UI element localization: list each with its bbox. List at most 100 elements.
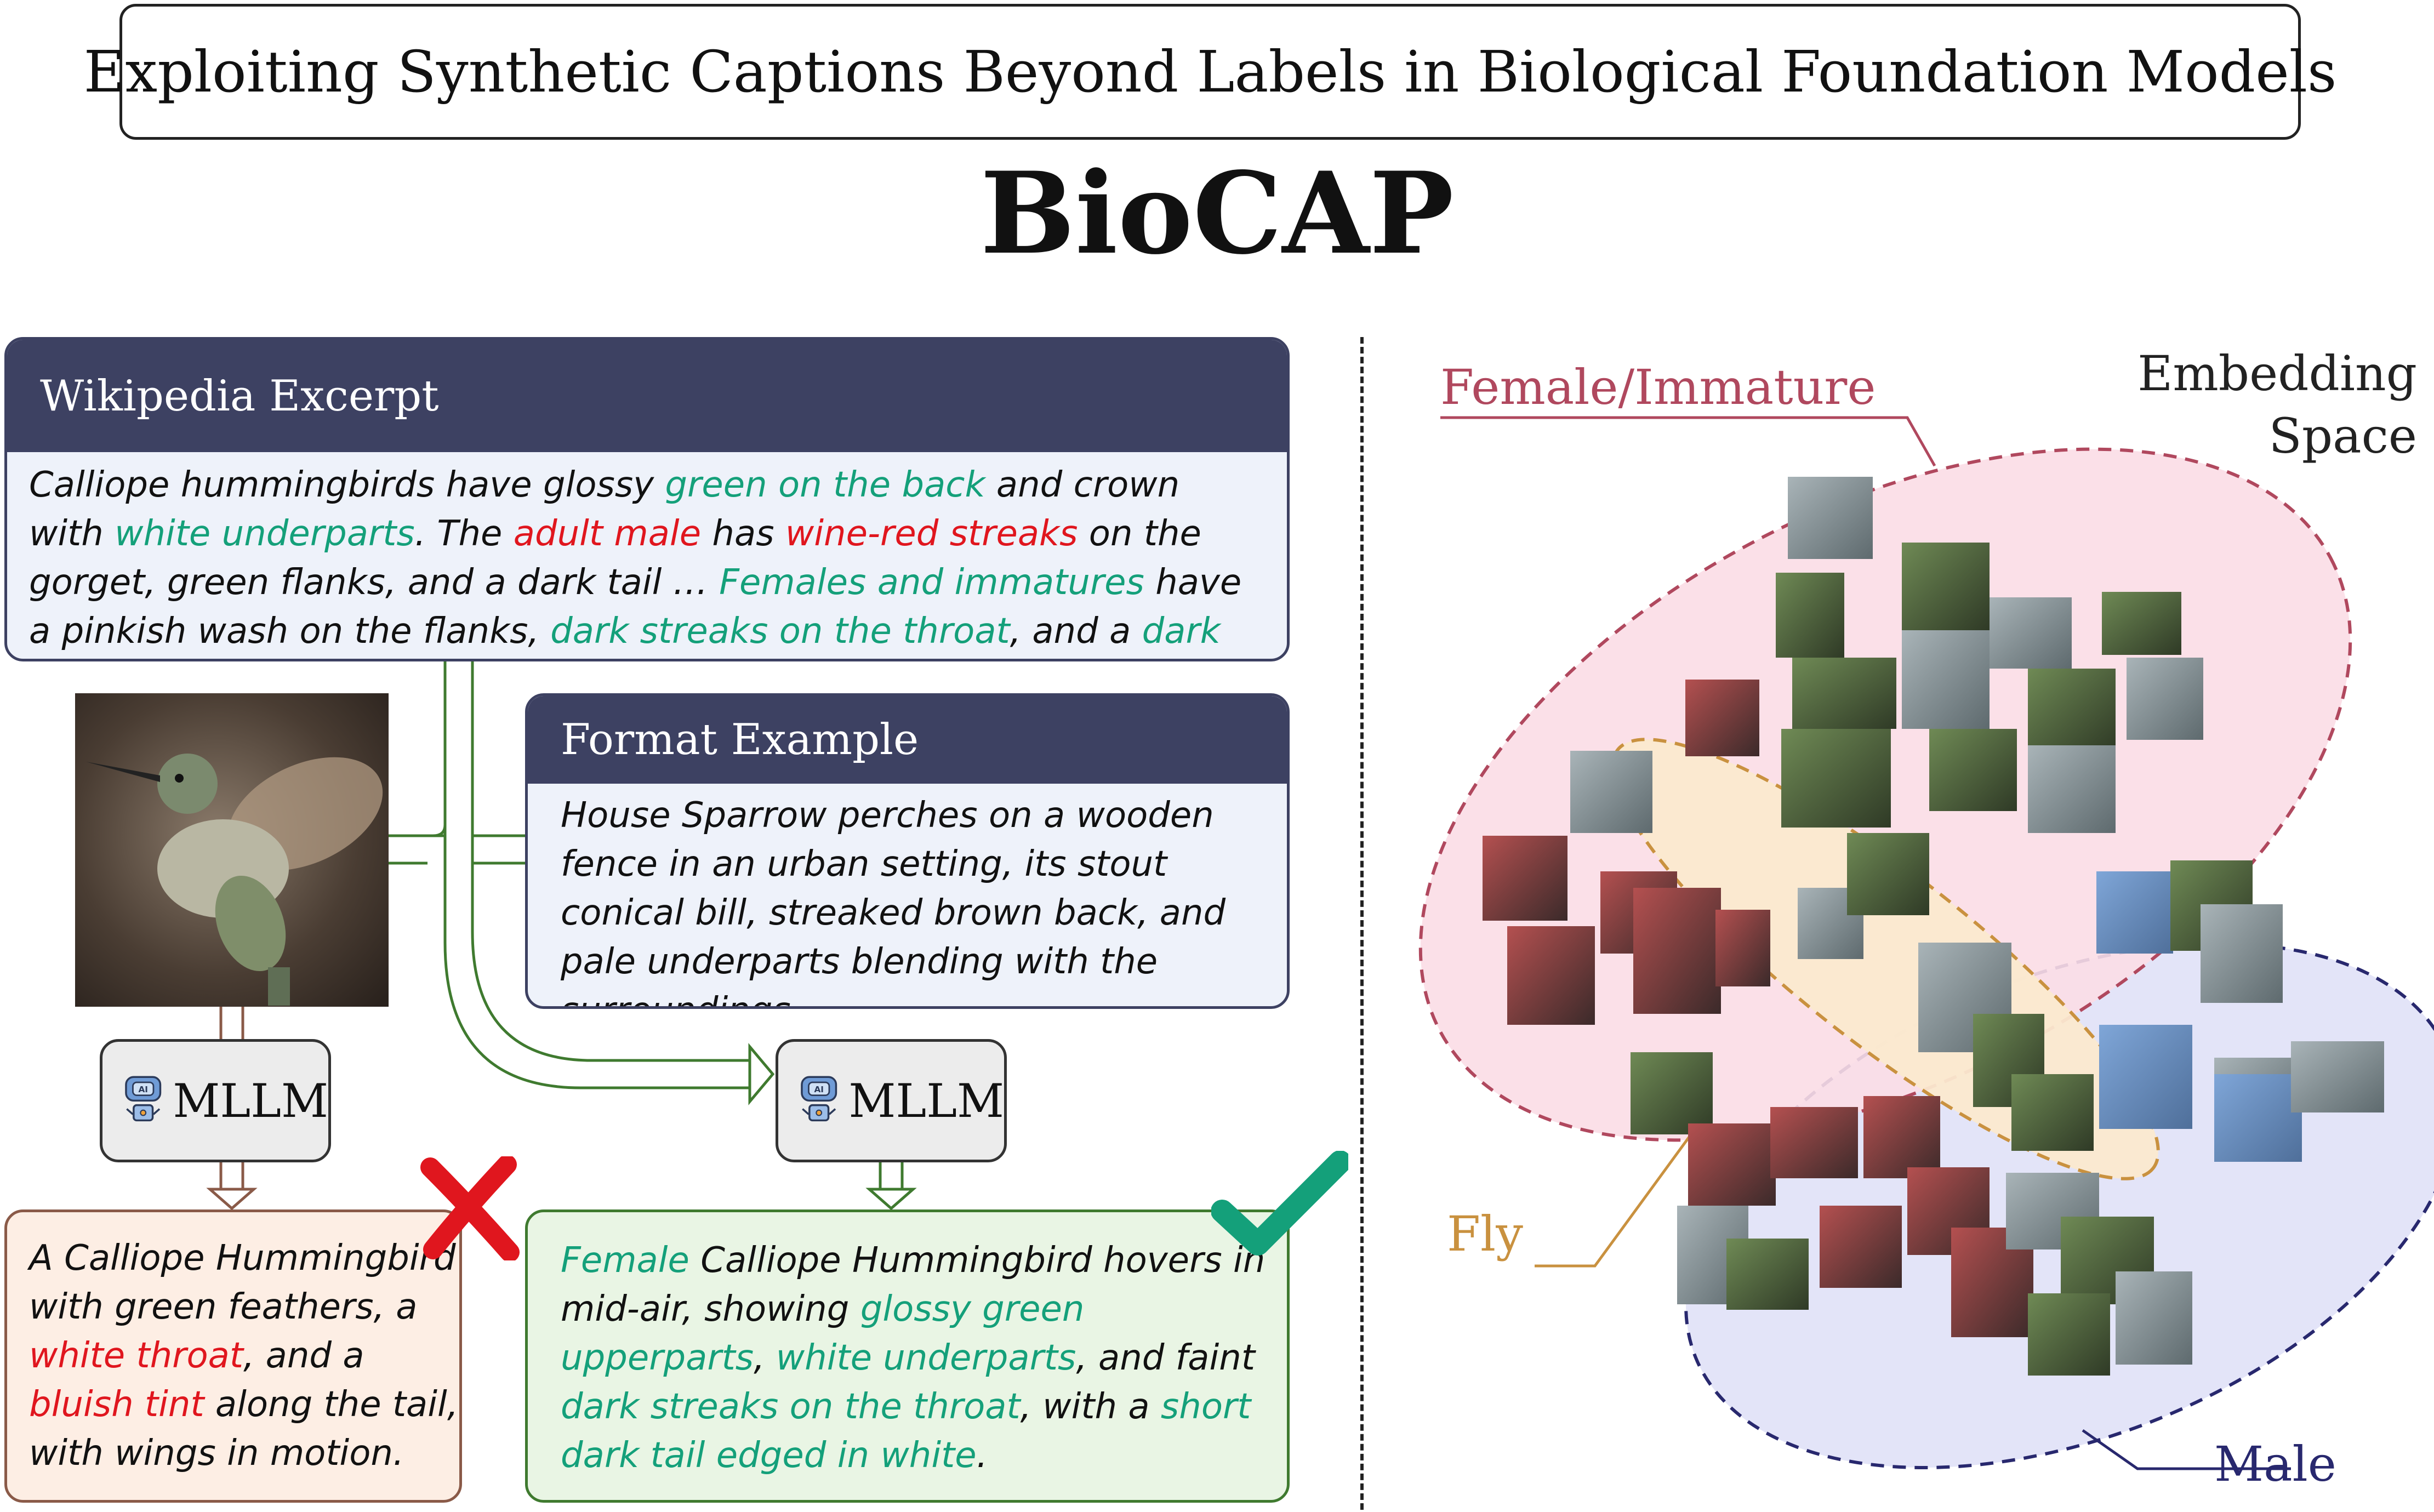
highlight-correct-text: white underparts xyxy=(776,1338,1076,1378)
bird-thumbnail xyxy=(2214,1074,2302,1162)
mllm-to-good-caption-arrow xyxy=(879,1162,904,1192)
bird-thumbnail xyxy=(2116,1271,2192,1365)
male-leader-line xyxy=(2082,1429,2291,1470)
branch-to-mllm-right-connector xyxy=(443,855,751,1089)
bird-thumbnail xyxy=(1507,926,1595,1025)
bird-thumbnail xyxy=(1776,573,1844,658)
format-example-heading: Format Example xyxy=(528,696,1287,784)
wikipedia-excerpt-card: Wikipedia Excerpt Calliope hummingbirds … xyxy=(4,337,1290,661)
highlight-correct-text: glossy green upperparts xyxy=(561,1289,1085,1378)
bird-thumbnail xyxy=(1570,751,1652,833)
bird-thumbnail xyxy=(1788,477,1873,559)
highlight-correct-text: white underparts xyxy=(115,513,415,554)
highlight-incorrect-text: white throat xyxy=(29,1336,243,1376)
bird-thumbnail xyxy=(2099,1025,2192,1129)
main-title: BioCAP xyxy=(980,148,1454,279)
format-example-card: Format Example House Sparrow perches on … xyxy=(525,693,1290,1009)
bird-thumbnail xyxy=(2127,658,2203,740)
bird-thumbnail xyxy=(1847,833,1929,915)
bird-thumbnail xyxy=(1863,1096,1940,1178)
female-immature-label: Female/Immature xyxy=(1440,359,1876,415)
fly-label: Fly xyxy=(1447,1206,1523,1262)
robot-ai-badge: AI xyxy=(814,1085,824,1094)
bird-thumbnail xyxy=(2011,1074,2094,1151)
caption-text: and crown with xyxy=(29,465,1180,554)
section-divider xyxy=(1360,337,1364,1510)
highlight-correct-text: dark streaks on the throat xyxy=(550,611,1010,652)
mllm-right-label: MLLM xyxy=(848,1074,1004,1128)
robot-ai-badge: AI xyxy=(138,1085,148,1094)
highlight-incorrect-text: adult male xyxy=(513,513,702,554)
bird-thumbnail xyxy=(1770,1107,1858,1178)
bird-thumbnail xyxy=(1726,1239,1809,1310)
mllm-left-box: AI MLLM xyxy=(100,1039,331,1162)
good-caption-box: Female Calliope Hummingbird hovers in mi… xyxy=(525,1209,1290,1503)
male-label: Male xyxy=(2214,1436,2336,1492)
caption-text: , and faint xyxy=(1076,1338,1255,1378)
caption-text: on the gorget, green flanks, and a dark … xyxy=(29,513,1201,603)
thumbnail-grid xyxy=(1483,477,2384,1376)
fly-leader-line xyxy=(1535,1122,1701,1268)
highlight-correct-text: Females and immatures xyxy=(719,562,1144,603)
robot-icon: AI xyxy=(125,1076,162,1121)
highlight-incorrect-text: wine-red streaks xyxy=(785,513,1078,554)
bird-thumbnail xyxy=(1902,630,1990,729)
caption-text: Calliope Hummingbird hovers in mid-air, … xyxy=(561,1240,1266,1330)
highlight-correct-text: dark tail with white tips xyxy=(1142,611,1221,652)
highlight-correct-text: dark streaks on the throat xyxy=(561,1387,1021,1427)
bird-thumbnail xyxy=(2102,592,2181,655)
bird-thumbnail xyxy=(1902,543,1990,630)
image-to-mllm-arrow xyxy=(219,1007,244,1039)
caption-text: has xyxy=(701,513,785,554)
bird-thumbnail xyxy=(2028,745,2116,833)
caption-text: . xyxy=(976,1435,988,1476)
branch-to-format-connector xyxy=(472,834,525,865)
subtitle: Exploiting Synthetic Captions Beyond Lab… xyxy=(83,38,2337,105)
female-leader-line xyxy=(1440,416,1936,467)
bird-thumbnail xyxy=(1820,1206,1902,1288)
bad-caption-text: A Calliope Hummingbird with green feathe… xyxy=(29,1234,459,1478)
highlight-correct-text: green on the back xyxy=(665,465,985,505)
bird-thumbnail xyxy=(1781,729,1891,828)
wikipedia-excerpt-heading: Wikipedia Excerpt xyxy=(7,340,1287,452)
format-example-text: House Sparrow perches on a wooden fence … xyxy=(561,795,1226,1006)
caption-text: A Calliope Hummingbird with green feathe… xyxy=(29,1238,456,1327)
bird-thumbnail xyxy=(1715,910,1770,986)
bird-thumbnail xyxy=(2201,904,2283,1003)
mllm-to-bad-caption-arrow xyxy=(219,1162,244,1192)
check-mark-icon xyxy=(1211,1151,1348,1256)
subtitle-box: Exploiting Synthetic Captions Beyond Lab… xyxy=(84,4,2336,140)
highlight-correct-text: Female xyxy=(561,1240,689,1281)
bird-thumbnail xyxy=(2291,1041,2384,1112)
highlight-incorrect-text: bluish tint xyxy=(29,1384,204,1425)
bird-thumbnail xyxy=(2028,1293,2110,1376)
caption-text: have a pinkish wash on the flanks, xyxy=(29,562,1242,652)
caption-text: , with a xyxy=(1020,1387,1161,1427)
bird-thumbnail xyxy=(1685,680,1759,756)
bird-thumbnail xyxy=(2028,669,2116,751)
bad-caption-box: A Calliope Hummingbird with green feathe… xyxy=(4,1209,462,1503)
caption-text: , and a xyxy=(243,1336,364,1376)
bird-thumbnail xyxy=(1990,597,2072,669)
bird-thumbnail xyxy=(1483,836,1567,921)
bird-thumbnail xyxy=(1633,888,1721,1014)
bird-thumbnail xyxy=(1631,1052,1713,1134)
caption-text: Calliope hummingbirds have glossy xyxy=(29,465,665,505)
good-caption-text: Female Calliope Hummingbird hovers in mi… xyxy=(561,1236,1287,1480)
caption-text: , xyxy=(754,1338,776,1378)
hummingbird-photo xyxy=(75,693,389,1007)
embedding-space-title: Embedding Space xyxy=(2137,345,2417,464)
bird-thumbnail xyxy=(1688,1123,1776,1206)
bird-thumbnail xyxy=(2096,871,2173,954)
cross-mark-icon xyxy=(420,1156,520,1260)
bird-thumbnail xyxy=(1792,658,1896,729)
mllm-right-box: AI MLLM xyxy=(776,1039,1007,1162)
robot-icon: AI xyxy=(801,1076,837,1121)
caption-text: , and a xyxy=(1010,611,1142,652)
caption-text: along the tail, with wings in motion. xyxy=(29,1384,459,1474)
mllm-left-label: MLLM xyxy=(173,1074,328,1128)
highlight-correct-text: short dark tail edged in white xyxy=(561,1387,1251,1476)
caption-text: . The xyxy=(414,513,514,554)
